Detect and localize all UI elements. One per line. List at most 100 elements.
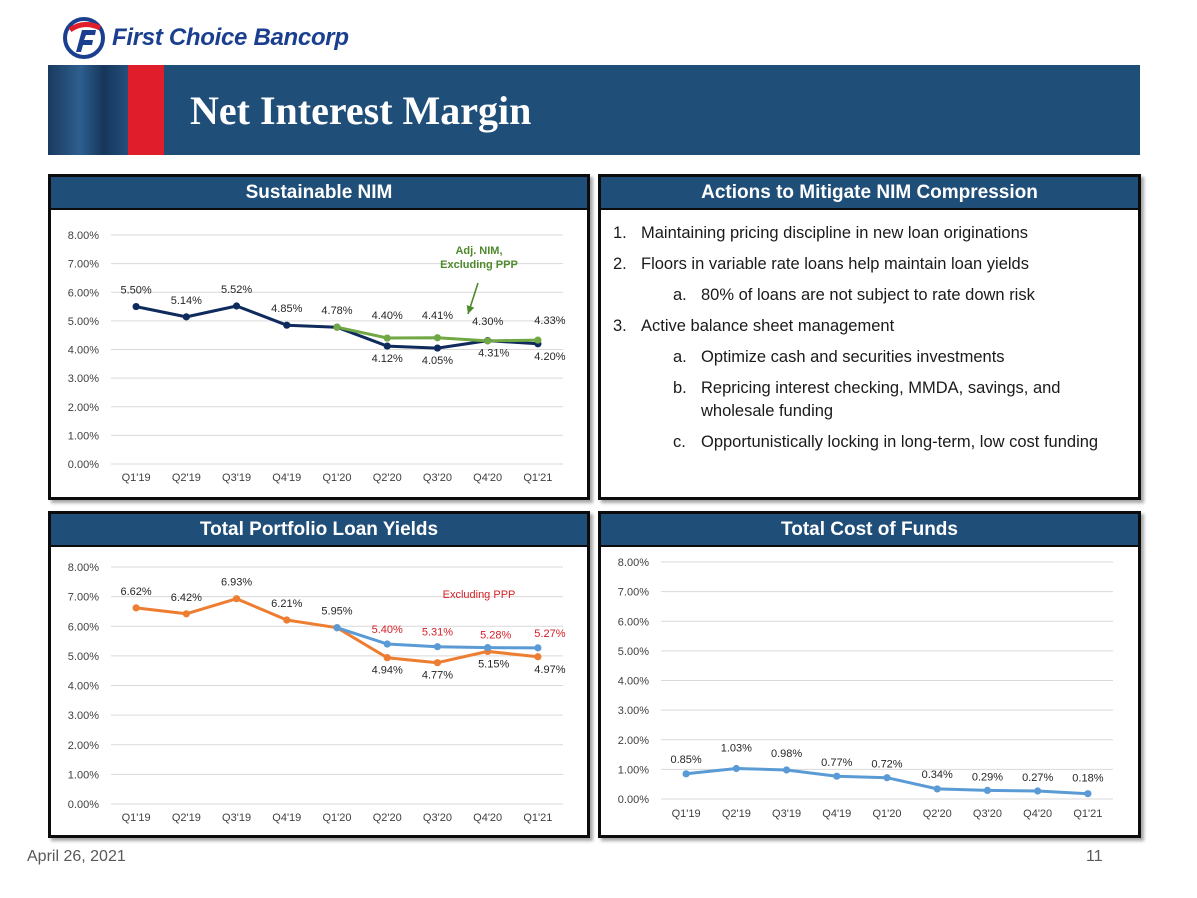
y-tick-label: 2.00% xyxy=(68,740,99,752)
banner-decoration xyxy=(48,65,128,155)
data-point xyxy=(383,654,391,662)
data-label: 5.14% xyxy=(171,295,202,307)
y-tick-label: 3.00% xyxy=(618,705,649,717)
data-label: 0.85% xyxy=(671,754,702,766)
y-tick-label: 7.00% xyxy=(68,592,99,604)
data-label: 5.50% xyxy=(121,285,152,297)
x-tick-label: Q3'19 xyxy=(222,812,251,824)
actions-list: 1. Maintaining pricing discipline in new … xyxy=(601,210,1138,454)
data-point xyxy=(534,644,542,652)
data-point xyxy=(383,334,391,342)
data-label: 0.77% xyxy=(821,757,852,769)
data-label: 4.85% xyxy=(271,303,302,315)
data-label: 0.29% xyxy=(972,771,1003,783)
data-label: 0.27% xyxy=(1022,772,1053,784)
actions-panel: Actions to Mitigate NIM Compression 1. Ma… xyxy=(598,174,1141,500)
data-point xyxy=(433,344,442,352)
logo-mark-icon xyxy=(63,17,105,59)
data-point xyxy=(333,624,341,632)
x-tick-label: Q1'19 xyxy=(672,808,701,820)
x-tick-label: Q4'20 xyxy=(473,472,502,484)
data-label: 0.72% xyxy=(871,759,902,771)
data-point xyxy=(433,643,442,651)
y-tick-label: 6.00% xyxy=(618,616,649,628)
y-tick-label: 6.00% xyxy=(68,621,99,633)
data-label: 6.62% xyxy=(121,586,152,598)
company-name: First Choice Bancorp xyxy=(112,24,349,51)
data-label: 5.95% xyxy=(321,606,352,618)
x-tick-label: Q4'19 xyxy=(822,808,851,820)
nim-panel-title: Sustainable NIM xyxy=(51,177,587,210)
y-tick-label: 3.00% xyxy=(68,710,99,722)
data-label: 4.41% xyxy=(422,310,453,322)
page-title: Net Interest Margin xyxy=(190,88,532,133)
y-tick-label: 1.00% xyxy=(68,430,99,442)
data-label: 5.40% xyxy=(372,624,403,636)
data-point xyxy=(833,772,841,780)
data-label: 5.15% xyxy=(478,658,509,670)
data-point xyxy=(782,766,791,774)
data-label: 4.31% xyxy=(478,348,509,360)
x-tick-label: Q1'21 xyxy=(523,812,552,824)
y-tick-label: 8.00% xyxy=(68,230,99,242)
y-tick-label: 8.00% xyxy=(618,557,649,569)
data-point xyxy=(983,786,992,795)
data-point xyxy=(1084,790,1092,798)
data-point xyxy=(534,653,542,661)
annotation-label: Excluding PPP xyxy=(440,259,518,271)
x-tick-label: Q1'20 xyxy=(872,808,901,820)
y-tick-label: 0.00% xyxy=(618,794,649,806)
data-point xyxy=(933,785,941,793)
data-label: 5.28% xyxy=(480,630,511,642)
data-label: 5.27% xyxy=(534,628,565,640)
action-subitem: c. Opportunistically locking in long-term… xyxy=(673,433,1099,451)
x-tick-label: Q1'21 xyxy=(523,472,552,484)
data-point xyxy=(484,337,492,345)
y-tick-label: 6.00% xyxy=(68,287,99,299)
y-tick-label: 1.00% xyxy=(618,764,649,776)
loan-yields-panel: Total Portfolio Loan Yields 0.00% 1.00% 2.… xyxy=(48,511,590,838)
y-tick-label: 1.00% xyxy=(68,769,99,781)
data-label: 4.94% xyxy=(372,665,403,677)
data-label: 4.97% xyxy=(534,664,565,676)
actions-panel-title: Actions to Mitigate NIM Compression xyxy=(601,177,1138,210)
data-point xyxy=(883,774,891,782)
data-label: 4.78% xyxy=(321,305,352,317)
x-tick-label: Q3'20 xyxy=(973,808,1002,820)
annotation-label: Excluding PPP xyxy=(443,589,516,601)
data-point xyxy=(283,616,291,624)
data-label: 1.03% xyxy=(721,742,752,754)
x-tick-label: Q1'19 xyxy=(122,812,151,824)
data-label: 0.34% xyxy=(922,769,953,781)
cost-of-funds-chart: 0.00% 1.00% 2.00% 3.00% 4.00% 5.00% 6.00% 7.00%… xyxy=(618,557,1113,820)
data-point xyxy=(383,342,391,350)
x-tick-label: Q1'21 xyxy=(1073,808,1102,820)
y-tick-label: 0.00% xyxy=(68,459,99,471)
data-point xyxy=(182,610,190,618)
x-tick-label: Q4'19 xyxy=(272,472,301,484)
data-label: 5.31% xyxy=(422,627,453,639)
x-tick-label: Q3'19 xyxy=(222,472,251,484)
loan-yields-panel-title: Total Portfolio Loan Yields xyxy=(51,514,587,547)
banner-red-stripe xyxy=(128,65,164,155)
x-tick-label: Q2'19 xyxy=(722,808,751,820)
action-item: 2. Floors in variable rate loans help mai… xyxy=(613,255,1029,273)
y-tick-label: 4.00% xyxy=(68,681,99,693)
y-tick-label: 4.00% xyxy=(68,345,99,357)
action-subitem: a. Optimize cash and securities investmen… xyxy=(673,348,1005,366)
data-label: 6.42% xyxy=(171,592,202,604)
x-tick-label: Q3'20 xyxy=(423,472,452,484)
x-tick-label: Q3'20 xyxy=(423,812,452,824)
data-point xyxy=(682,770,690,778)
data-label: 0.98% xyxy=(771,748,802,760)
data-point xyxy=(383,640,391,648)
data-label: 6.93% xyxy=(221,577,252,589)
data-point xyxy=(132,302,140,311)
data-point xyxy=(132,604,140,612)
data-label: 5.52% xyxy=(221,284,252,296)
y-tick-label: 7.00% xyxy=(618,587,649,599)
x-tick-label: Q1'19 xyxy=(122,472,151,484)
data-point xyxy=(232,595,241,603)
data-point xyxy=(283,321,291,329)
x-tick-label: Q4'19 xyxy=(272,812,301,824)
